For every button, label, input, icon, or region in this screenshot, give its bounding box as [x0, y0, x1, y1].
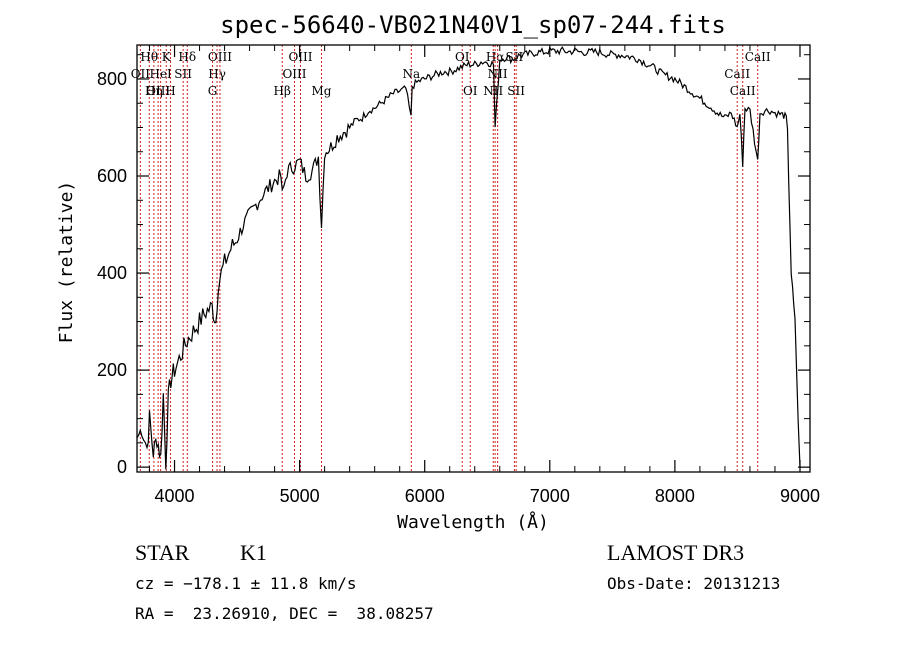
y-tick-label: 200: [97, 360, 127, 380]
line-label: NII: [483, 84, 503, 98]
x-tick-label: 4000: [155, 486, 195, 506]
radial-velocity: cz = −178.1 ± 11.8 km/s: [135, 574, 357, 593]
line-label: OI: [463, 84, 478, 98]
line-label: Hθ: [140, 50, 158, 64]
coordinates: RA = 23.26910, DEC = 38.08257: [135, 604, 434, 623]
line-label: CaII: [724, 67, 750, 81]
chart-title: spec-56640-VB021N40V1_sp07-244.fits: [220, 11, 726, 39]
line-label: HeI: [149, 67, 172, 81]
line-label: SII: [507, 84, 525, 98]
line-label: OII: [131, 67, 151, 81]
line-label: Hα: [486, 50, 505, 64]
spectrum-line: [136, 46, 801, 470]
object-subclass: K1: [240, 540, 267, 565]
line-label: OIII: [288, 50, 312, 64]
y-tick-label: 800: [97, 69, 127, 89]
y-tick-label: 0: [117, 457, 127, 477]
line-label: CaII: [730, 84, 756, 98]
x-tick-label: 9000: [780, 486, 820, 506]
line-label: SII: [174, 67, 192, 81]
object-class: STAR: [135, 540, 190, 565]
x-tick-label: 5000: [280, 486, 320, 506]
line-label: Hη: [145, 84, 163, 98]
line-label: Hβ: [274, 84, 291, 98]
line-label: OIII: [208, 50, 232, 64]
line-label: Na: [403, 67, 421, 81]
survey-label: LAMOST DR3: [607, 540, 745, 565]
plot-frame: [136, 44, 811, 473]
line-label: CaII: [745, 50, 771, 64]
x-tick-label: 6000: [405, 486, 445, 506]
line-label: OI: [455, 50, 470, 64]
obs-date: Obs-Date: 20131213: [607, 574, 781, 593]
line-label: Hγ: [208, 67, 226, 81]
y-tick-label: 600: [97, 166, 127, 186]
line-label: G: [208, 84, 218, 98]
x-tick-label: 7000: [530, 486, 570, 506]
line-label: OIII: [146, 84, 170, 98]
x-tick-label: 8000: [655, 486, 695, 506]
line-label: NII: [488, 67, 508, 81]
line-label: K: [162, 50, 172, 64]
line-label: Hδ: [178, 50, 196, 64]
line-label: H: [165, 84, 175, 98]
x-axis-label: Wavelength (Å): [397, 511, 549, 533]
line-label: OIII: [282, 67, 306, 81]
y-tick-label: 400: [97, 263, 127, 283]
line-label: Mg: [312, 84, 332, 98]
y-axis-label: Flux (relative): [56, 181, 77, 344]
axis-ticks: 4000 5000 6000 7000 8000 9000 0 200 400 600 800: [97, 45, 820, 506]
